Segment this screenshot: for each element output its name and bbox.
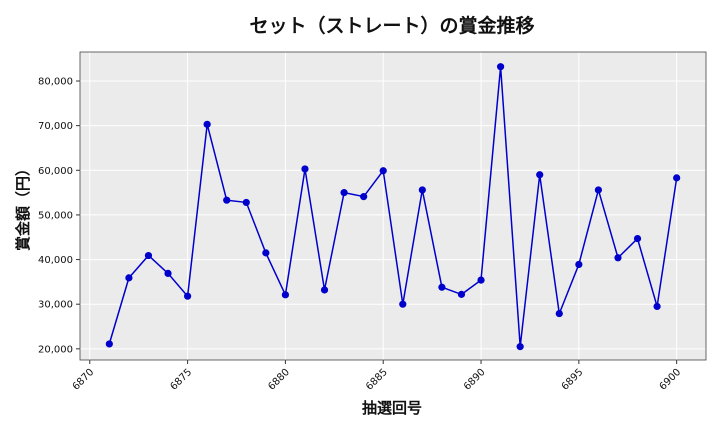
data-point xyxy=(555,309,563,318)
y-tick-label: 80,000 xyxy=(38,77,73,88)
plot-frame xyxy=(79,51,707,361)
data-point xyxy=(242,198,250,207)
data-point xyxy=(653,302,661,311)
grid xyxy=(80,52,706,360)
data-point xyxy=(164,269,172,278)
y-tick-label: 20,000 xyxy=(38,344,73,355)
data-point xyxy=(183,292,192,300)
data-point xyxy=(223,196,231,204)
data-point xyxy=(262,249,270,257)
data-point xyxy=(379,167,387,175)
data-point xyxy=(496,63,505,71)
x-tick-label: 6895 xyxy=(560,367,586,393)
data-point xyxy=(418,186,426,194)
chart-title: セット（ストレート）の賞金推移 xyxy=(249,14,534,37)
x-axis-label: 抽選回号 xyxy=(362,399,422,417)
plot-area xyxy=(80,52,706,360)
x-tick-label: 6880 xyxy=(266,367,292,393)
data-point xyxy=(516,343,524,351)
data-point xyxy=(340,189,348,197)
x-tick-label: 6900 xyxy=(658,367,684,393)
data-point xyxy=(438,283,446,291)
data-point xyxy=(399,300,407,308)
data-point xyxy=(301,165,309,173)
data-point xyxy=(477,276,485,284)
data-point xyxy=(203,120,211,128)
y-axis-label: 賞金額（円） xyxy=(14,161,32,251)
y-tick-label: 60,000 xyxy=(38,166,73,177)
data-point xyxy=(125,274,133,282)
y-tick-label: 50,000 xyxy=(38,210,73,221)
x-tick-label: 6875 xyxy=(168,367,194,393)
x-tick-label: 6890 xyxy=(462,367,488,393)
x-tick-label: 6870 xyxy=(71,367,97,393)
y-tick-label: 70,000 xyxy=(38,121,73,132)
y-tick-label: 30,000 xyxy=(38,300,73,311)
data-point xyxy=(105,340,113,348)
data-point xyxy=(281,291,290,299)
data-point xyxy=(360,193,368,201)
series-layer xyxy=(105,63,681,351)
data-point xyxy=(673,174,681,182)
data-point xyxy=(536,171,544,179)
data-point xyxy=(614,254,622,262)
data-point xyxy=(594,186,603,194)
x-tick-label: 6885 xyxy=(364,367,390,393)
y-tick-label: 40,000 xyxy=(38,255,73,266)
data-point xyxy=(144,251,153,260)
data-point xyxy=(320,286,329,294)
data-point xyxy=(633,234,642,243)
series-line xyxy=(108,66,678,347)
data-point xyxy=(575,260,583,269)
data-point xyxy=(457,290,466,298)
